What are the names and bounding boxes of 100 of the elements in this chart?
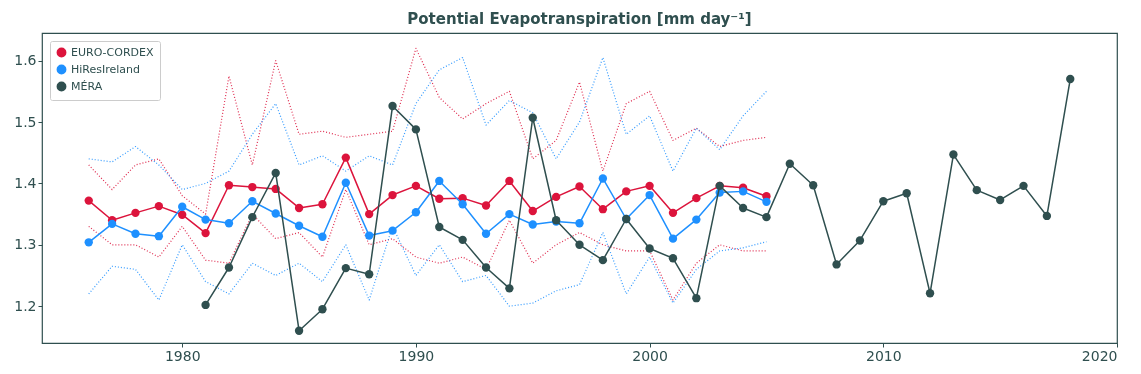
legend-label: HiResIreland — [71, 62, 141, 76]
point — [435, 176, 444, 186]
point — [1066, 74, 1075, 84]
point — [248, 212, 257, 222]
point — [411, 181, 421, 191]
point — [692, 193, 701, 203]
legend-label: MÉRA — [71, 79, 103, 93]
point — [598, 255, 608, 265]
point — [622, 187, 631, 196]
point — [692, 215, 701, 224]
point — [201, 228, 210, 238]
point — [902, 189, 911, 198]
point — [84, 238, 93, 247]
point — [294, 326, 304, 335]
point — [995, 195, 1005, 205]
point — [949, 150, 958, 159]
point — [575, 240, 584, 249]
y-tick-label: 1.2 — [14, 297, 37, 314]
point — [528, 220, 537, 229]
point — [271, 168, 280, 178]
point — [1042, 211, 1052, 221]
point — [341, 263, 350, 273]
point — [435, 194, 444, 203]
y-tick-label: 1.5 — [14, 113, 37, 130]
point — [435, 222, 444, 232]
point — [738, 187, 748, 196]
point — [341, 178, 350, 187]
point — [762, 197, 771, 206]
point — [1019, 181, 1028, 191]
point — [364, 231, 374, 240]
point — [364, 270, 374, 279]
point — [855, 236, 865, 245]
y-tick-label: 1.4 — [14, 174, 37, 191]
point — [201, 300, 210, 310]
y-tick-label: 1.3 — [14, 236, 37, 253]
x-tick-label: 2000 — [632, 347, 668, 364]
point — [738, 203, 748, 213]
x-tick-label: 2020 — [1081, 347, 1118, 364]
point — [131, 229, 140, 238]
point — [785, 159, 795, 168]
point — [762, 212, 771, 222]
point — [178, 210, 187, 219]
y-tick-label: 1.6 — [14, 52, 37, 69]
point — [481, 229, 491, 238]
point — [341, 153, 350, 162]
point — [364, 209, 374, 219]
point — [178, 202, 187, 211]
point — [809, 181, 818, 190]
point — [388, 190, 397, 200]
point — [528, 113, 537, 122]
point — [458, 200, 467, 209]
point — [411, 208, 421, 217]
point — [224, 219, 234, 228]
point — [598, 174, 608, 183]
point — [271, 209, 280, 218]
point — [972, 185, 981, 195]
point — [832, 260, 841, 269]
point — [388, 226, 397, 235]
point — [411, 125, 421, 134]
point — [481, 201, 491, 210]
x-tick-label: 2010 — [865, 347, 902, 364]
point — [598, 205, 608, 214]
point — [879, 197, 888, 206]
point — [645, 181, 654, 191]
point — [528, 206, 537, 216]
point — [294, 203, 304, 213]
point — [458, 235, 467, 245]
point — [294, 221, 304, 230]
point — [154, 232, 164, 241]
point — [668, 254, 678, 263]
point — [154, 201, 164, 211]
point — [925, 289, 935, 298]
point — [224, 263, 234, 272]
point — [645, 244, 654, 253]
point — [551, 192, 561, 202]
point — [645, 190, 654, 200]
x-tick-label: 1980 — [164, 347, 201, 364]
point — [505, 209, 514, 219]
point — [224, 181, 234, 190]
point — [575, 219, 584, 228]
point — [668, 208, 678, 218]
point — [84, 196, 93, 205]
legend-label: EURO-CORDEX — [71, 45, 154, 59]
point — [201, 215, 210, 224]
point — [481, 263, 491, 272]
point — [388, 101, 397, 111]
line-series — [88, 188, 768, 301]
point — [248, 197, 257, 206]
point — [248, 182, 257, 192]
point — [318, 305, 327, 314]
point — [692, 294, 701, 303]
point — [107, 219, 117, 229]
point — [505, 284, 514, 293]
point — [131, 208, 140, 218]
point — [505, 176, 514, 186]
chart-title: Potential Evapotranspiration [mm day⁻¹] — [407, 10, 752, 28]
point — [318, 200, 327, 209]
point — [318, 232, 327, 241]
point — [575, 182, 584, 191]
x-tick-label: 1990 — [398, 347, 435, 364]
